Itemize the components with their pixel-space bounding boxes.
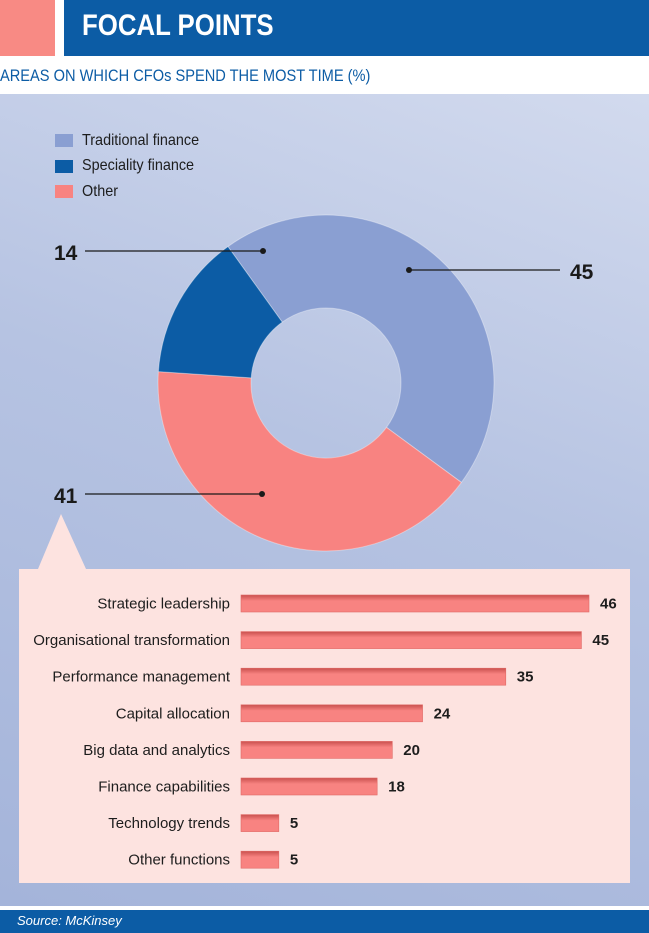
donut-slice-traditional: [227, 214, 495, 484]
bar-category-label: Big data and analytics: [83, 742, 230, 759]
bar: [240, 631, 582, 649]
bar-chart: Strategic leadership 46 Organisational tra…: [33, 594, 617, 869]
callout-pointer: [38, 514, 86, 569]
leader-dot-other: [259, 491, 265, 497]
bar-category-label: Strategic leadership: [97, 596, 230, 613]
donut-chart: 45 14 41: [38, 214, 594, 569]
bar: [240, 814, 280, 832]
legend-item-other: Other: [55, 179, 212, 205]
donut-value-speciality: 14: [54, 242, 78, 265]
bar-value-label: 24: [434, 705, 451, 722]
bar-value-label: 5: [290, 815, 298, 832]
legend-label-traditional: Traditional finance: [82, 131, 200, 149]
bar-category-label: Organisational transformation: [33, 632, 230, 649]
bar: [240, 704, 423, 723]
donut-slice-speciality: [157, 245, 283, 379]
legend-item-traditional: Traditional finance: [55, 128, 212, 154]
header-accent-square: [0, 0, 55, 56]
legend-swatch-speciality: [55, 159, 73, 173]
legend-label-speciality: Speciality finance: [82, 157, 195, 175]
bar-category-label: Finance capabilities: [98, 779, 230, 796]
leader-dot-speciality: [260, 248, 266, 254]
bar: [240, 594, 590, 613]
bar-category-label: Technology trends: [108, 815, 230, 832]
bar-value-label: 18: [388, 779, 405, 796]
donut-value-traditional: 45: [570, 261, 594, 284]
bar: [240, 850, 280, 869]
bar-value-label: 20: [403, 742, 420, 759]
footer-bar: [0, 910, 649, 933]
bar-value-label: 46: [600, 596, 617, 613]
leader-dot-traditional: [406, 267, 412, 273]
header-bar: [64, 0, 649, 56]
bar: [240, 777, 378, 796]
donut-slice-other: [157, 371, 463, 552]
legend-swatch-other: [55, 185, 73, 199]
bar-value-label: 35: [517, 669, 534, 686]
bar-chart-box: Strategic leadership 46 Organisational tra…: [19, 569, 630, 883]
bar-value-label: 5: [290, 852, 298, 869]
bar: [240, 741, 393, 759]
legend-item-speciality: Speciality finance: [55, 154, 212, 180]
donut-value-other: 41: [54, 485, 78, 508]
bar-value-label: 45: [592, 632, 609, 649]
legend-label-other: Other: [82, 182, 119, 200]
bar-category-label: Other functions: [128, 852, 230, 869]
bar-category-label: Capital allocation: [116, 705, 230, 722]
chart-subtitle: AREAS ON WHICH CFOs SPEND THE MOST TIME …: [0, 66, 371, 85]
legend-swatch-traditional: [55, 134, 73, 148]
bar: [240, 667, 507, 686]
source-note: Source: McKinsey: [17, 913, 122, 928]
page-title: FOCAL POINTS: [82, 9, 274, 42]
donut-legend: Traditional finance Speciality finance O…: [55, 128, 212, 205]
bar-category-label: Performance management: [52, 669, 230, 686]
